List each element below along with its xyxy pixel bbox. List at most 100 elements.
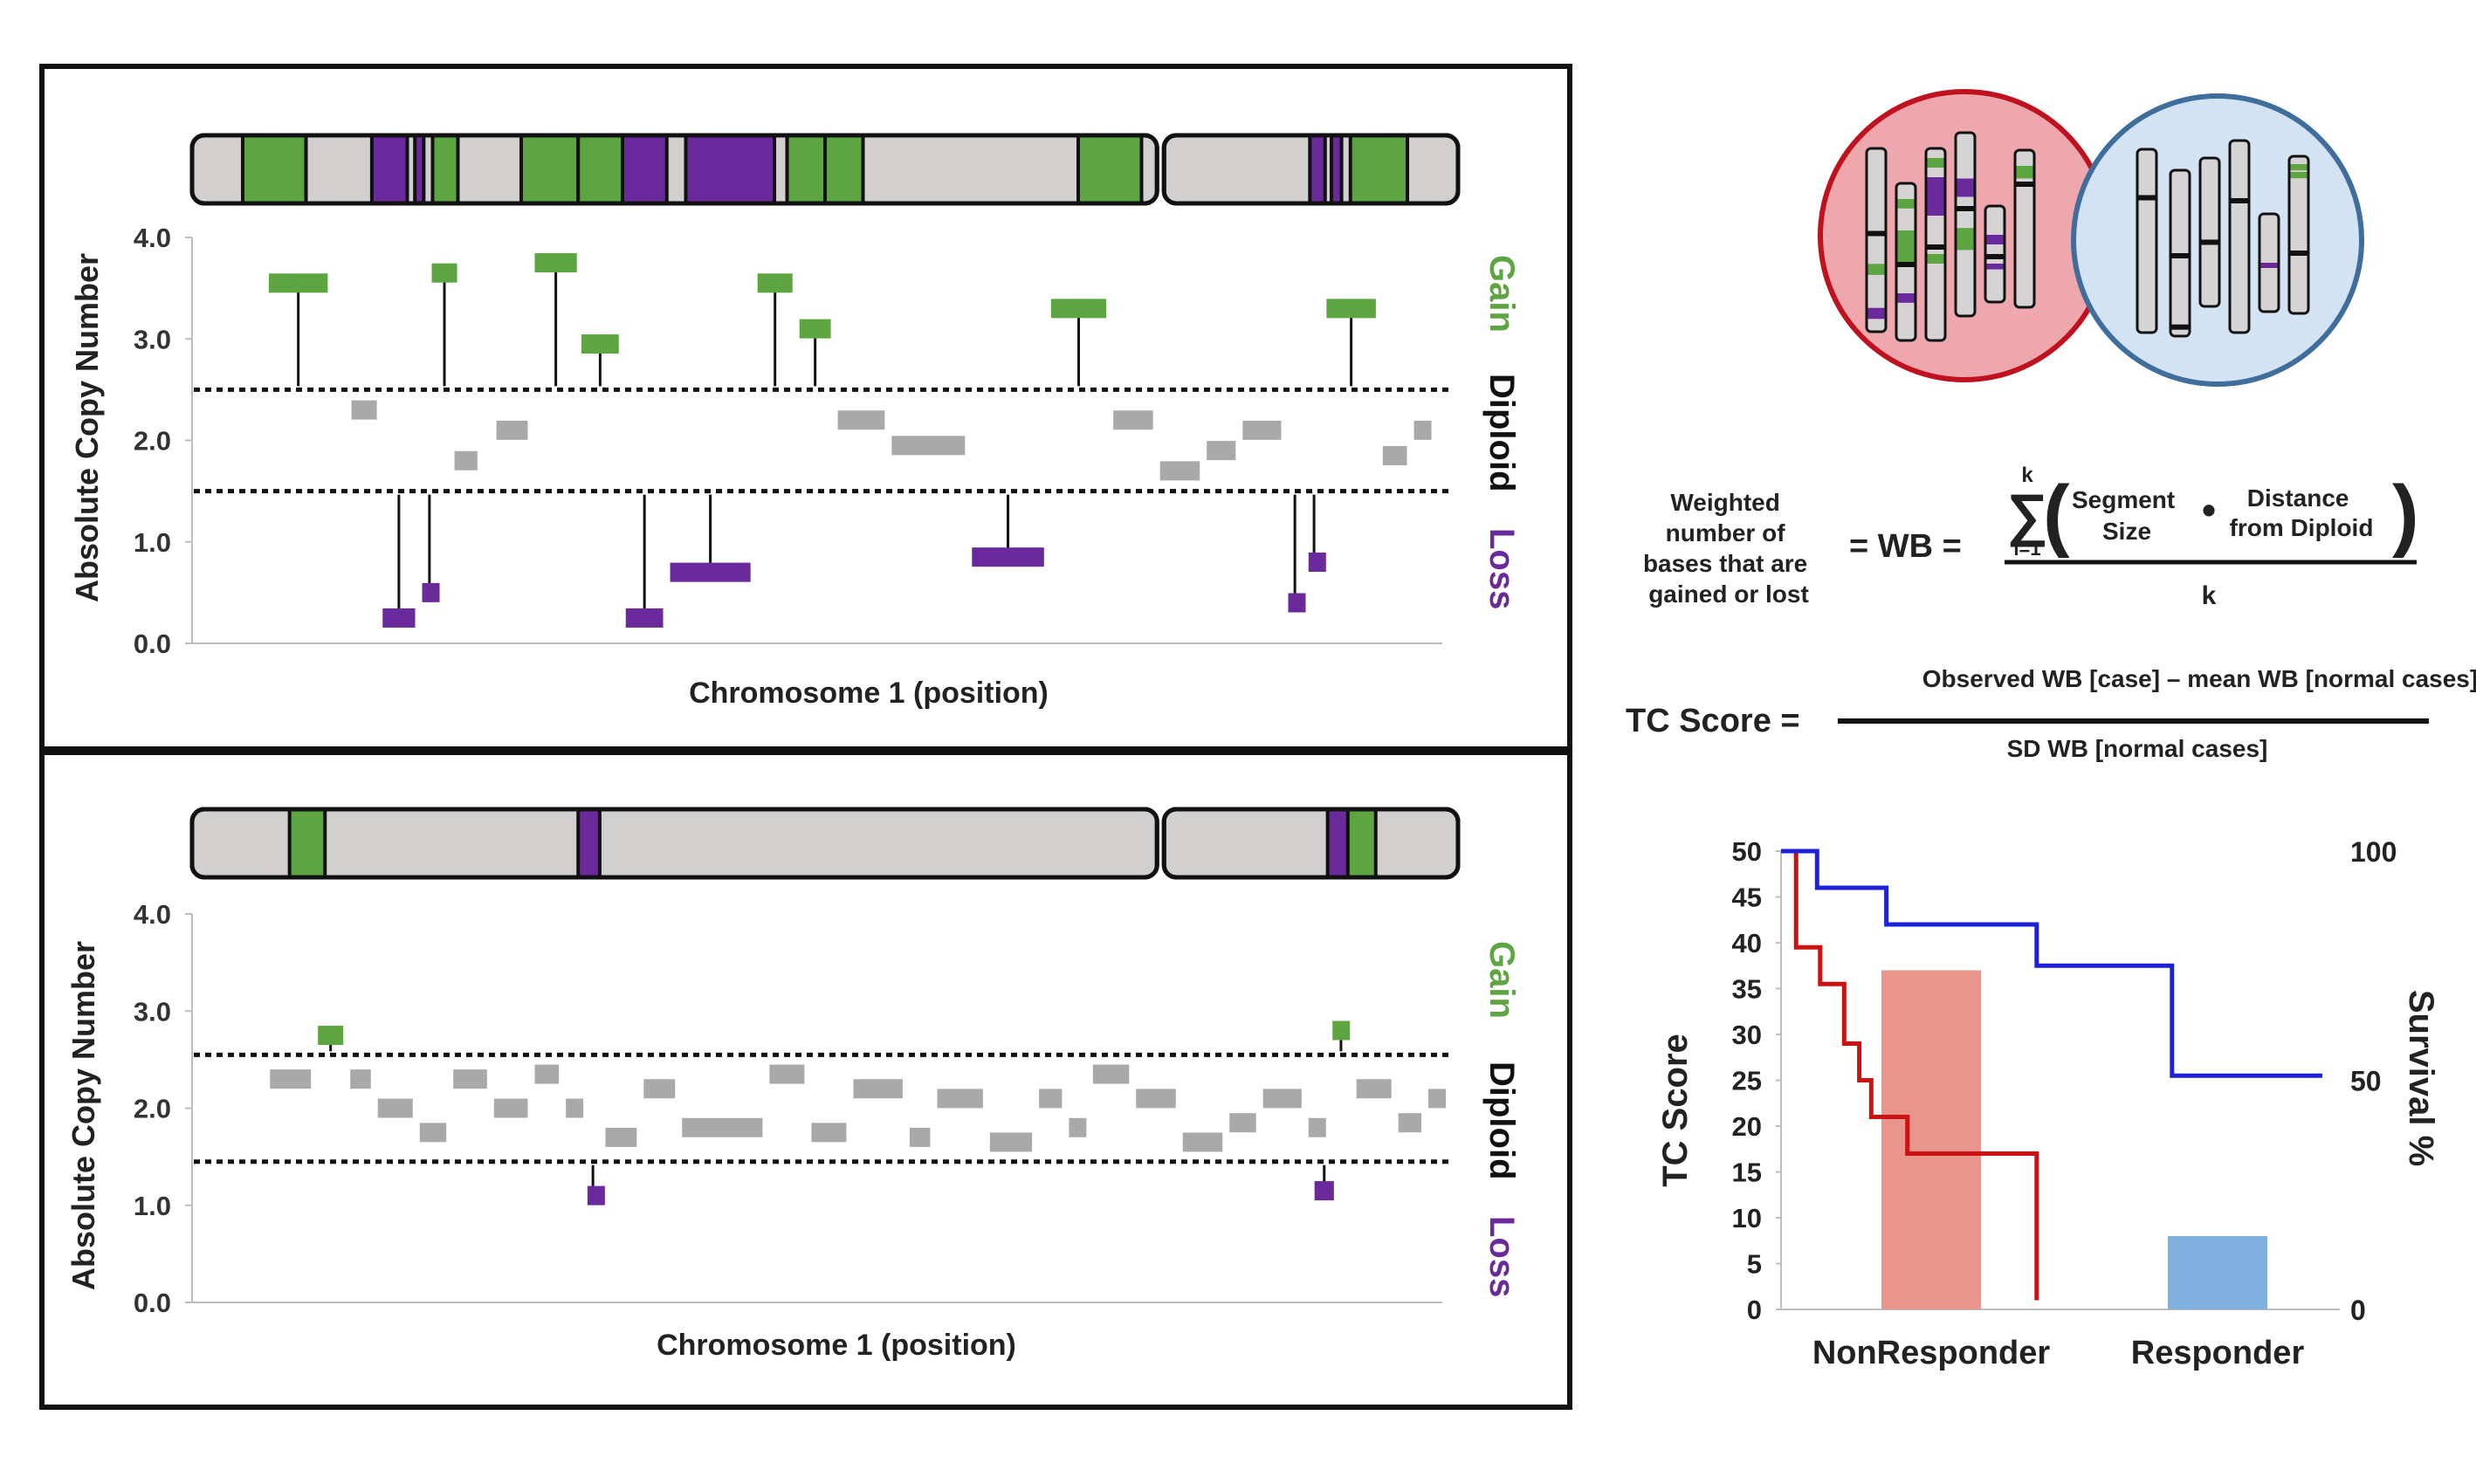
- neutral-segment: [1159, 461, 1200, 481]
- mini-loss-band: [1927, 177, 1944, 216]
- loss-segment: [972, 547, 1044, 567]
- gain-segment: [1332, 1020, 1351, 1041]
- neutral-segment: [1413, 420, 1432, 440]
- neutral-segment: [453, 1069, 487, 1089]
- tc-bar-nonresponder: [1881, 970, 1981, 1309]
- loss-segment: [587, 1185, 605, 1206]
- y-tick-label: 1.0: [134, 527, 171, 558]
- neutral-segment: [1113, 410, 1153, 430]
- responder-karyotype-icon: [2071, 93, 2364, 387]
- mini-loss-band: [1867, 307, 1885, 319]
- mini-loss-band: [1897, 293, 1915, 303]
- top-y-axis-label: Absolute Copy Number: [69, 253, 105, 602]
- neutral-segment: [566, 1098, 584, 1118]
- survival-tick-label: 100: [2350, 836, 2397, 868]
- tc-tick-label: 40: [1732, 928, 1762, 958]
- wb-definition-line-4: gained or lost: [1648, 581, 1809, 608]
- y-tick-label: 1.0: [134, 1191, 171, 1221]
- chromosome-p-arm-outline: [189, 807, 1159, 880]
- tc-tick-label: 45: [1732, 883, 1762, 913]
- ideogram-band-loss: [621, 134, 669, 205]
- responder-chromosome-set: [2136, 139, 2310, 338]
- top-panel-frame: [39, 64, 1572, 752]
- mini-gain-band: [2290, 172, 2307, 179]
- ideogram-band-loss: [1330, 134, 1344, 205]
- neutral-segment: [811, 1123, 847, 1143]
- neutral-segment: [496, 420, 528, 440]
- mini-centromere: [2171, 324, 2189, 330]
- top-loss-label: Loss: [1482, 528, 1521, 609]
- bottom-copy-number-panel: 4.0 3.0 2.0 1.0 0.0 Absolute Copy Number Chr…: [65, 807, 1521, 1362]
- survival-tick-labels: 100 50 0: [2350, 836, 2397, 1326]
- neutral-segment: [1092, 1064, 1130, 1084]
- neutral-segment: [351, 400, 377, 420]
- neutral-segment: [1136, 1089, 1176, 1109]
- mini-chromosome: [2013, 148, 2036, 309]
- loss-segment: [625, 608, 664, 628]
- neutral-segment: [837, 410, 885, 430]
- mini-gain-band: [1927, 254, 1944, 264]
- mini-gain-band: [1957, 228, 1974, 251]
- mini-loss-band: [1986, 235, 2004, 244]
- y-tick-label: 3.0: [134, 996, 171, 1027]
- top-x-axis-label: Chromosome 1 (position): [689, 677, 1049, 710]
- gain-segment: [1326, 299, 1376, 319]
- tc-tick-label: 10: [1732, 1203, 1762, 1233]
- y-tick-label: 0.0: [134, 629, 171, 659]
- left-paren: (: [2043, 470, 2070, 559]
- mini-chromosome: [2198, 156, 2221, 308]
- wb-definition-line-2: number of: [1666, 519, 1786, 546]
- mini-chromosome: [2287, 155, 2310, 315]
- multiply-dot: •: [2202, 487, 2216, 532]
- y-tick-label: 4.0: [134, 223, 171, 253]
- top-y-tick-labels: 4.0 3.0 2.0 1.0 0.0: [134, 223, 171, 659]
- neutral-segment: [682, 1117, 763, 1137]
- neutral-segment: [1039, 1089, 1063, 1109]
- loss-segment: [1288, 593, 1306, 613]
- loss-segment: [1308, 553, 1326, 572]
- survival-axis-label: Survival %: [2402, 990, 2440, 1166]
- chromosome-q-arm-outline: [1161, 133, 1461, 206]
- ideogram-band-gain: [287, 807, 327, 879]
- category-label-responder: Responder: [2131, 1335, 2305, 1371]
- top-segments: [268, 253, 1432, 628]
- tc-tick-label: 30: [1732, 1020, 1762, 1050]
- tc-score-axis-label: TC Score: [1656, 1034, 1695, 1187]
- loss-segment: [1314, 1181, 1334, 1201]
- sum-lower-limit: i=1: [2013, 538, 2040, 560]
- mini-chromosome: [1954, 131, 1977, 318]
- ideogram-band-gain: [1348, 134, 1409, 205]
- top-copy-number-panel: 4.0 3.0 2.0 1.0 0.0 Absolute Copy Number Chr…: [69, 133, 1521, 710]
- mini-centromere: [1927, 244, 1944, 250]
- chromosome-p-arm: [189, 133, 1159, 206]
- right-paren: ): [2392, 470, 2419, 559]
- chromosome-q-arm-outline: [1161, 807, 1461, 880]
- chromosome-p-arm: [189, 807, 1159, 880]
- neutral-segment: [1428, 1089, 1446, 1109]
- gain-segment: [799, 319, 831, 339]
- neutral-segment: [1356, 1079, 1392, 1099]
- bottom-y-axis-label: Absolute Copy Number: [65, 941, 101, 1290]
- sum-upper-limit: k: [2021, 464, 2033, 487]
- survival-curves: [1781, 848, 2322, 1301]
- wb-definition-line-3: bases that are: [1643, 550, 1807, 577]
- gain-segment: [581, 334, 619, 354]
- tc-tick-label: 5: [1747, 1249, 1762, 1280]
- tc-score-formula: TC Score = Observed WB [case] – mean WB …: [1626, 665, 2476, 762]
- mini-chromosome: [1865, 147, 1888, 333]
- ideogram-band-gain: [519, 134, 581, 205]
- y-tick-label: 0.0: [134, 1288, 171, 1318]
- gain-segment: [431, 263, 457, 283]
- category-label-nonresponder: NonResponder: [1812, 1335, 2051, 1371]
- distance-line-2: from Diploid: [2230, 514, 2374, 541]
- tc-bar-responder: [2168, 1236, 2267, 1309]
- mini-gain-band: [1927, 158, 1944, 168]
- gain-segment: [1050, 299, 1107, 319]
- neutral-segment: [350, 1069, 371, 1089]
- neutral-segment: [989, 1132, 1033, 1152]
- neutral-segment: [1182, 1132, 1223, 1152]
- ideogram-band-loss: [369, 134, 409, 205]
- mini-loss-band: [2260, 263, 2278, 268]
- tc-tick-label: 0: [1747, 1295, 1762, 1325]
- top-plot-grid: [185, 237, 1451, 644]
